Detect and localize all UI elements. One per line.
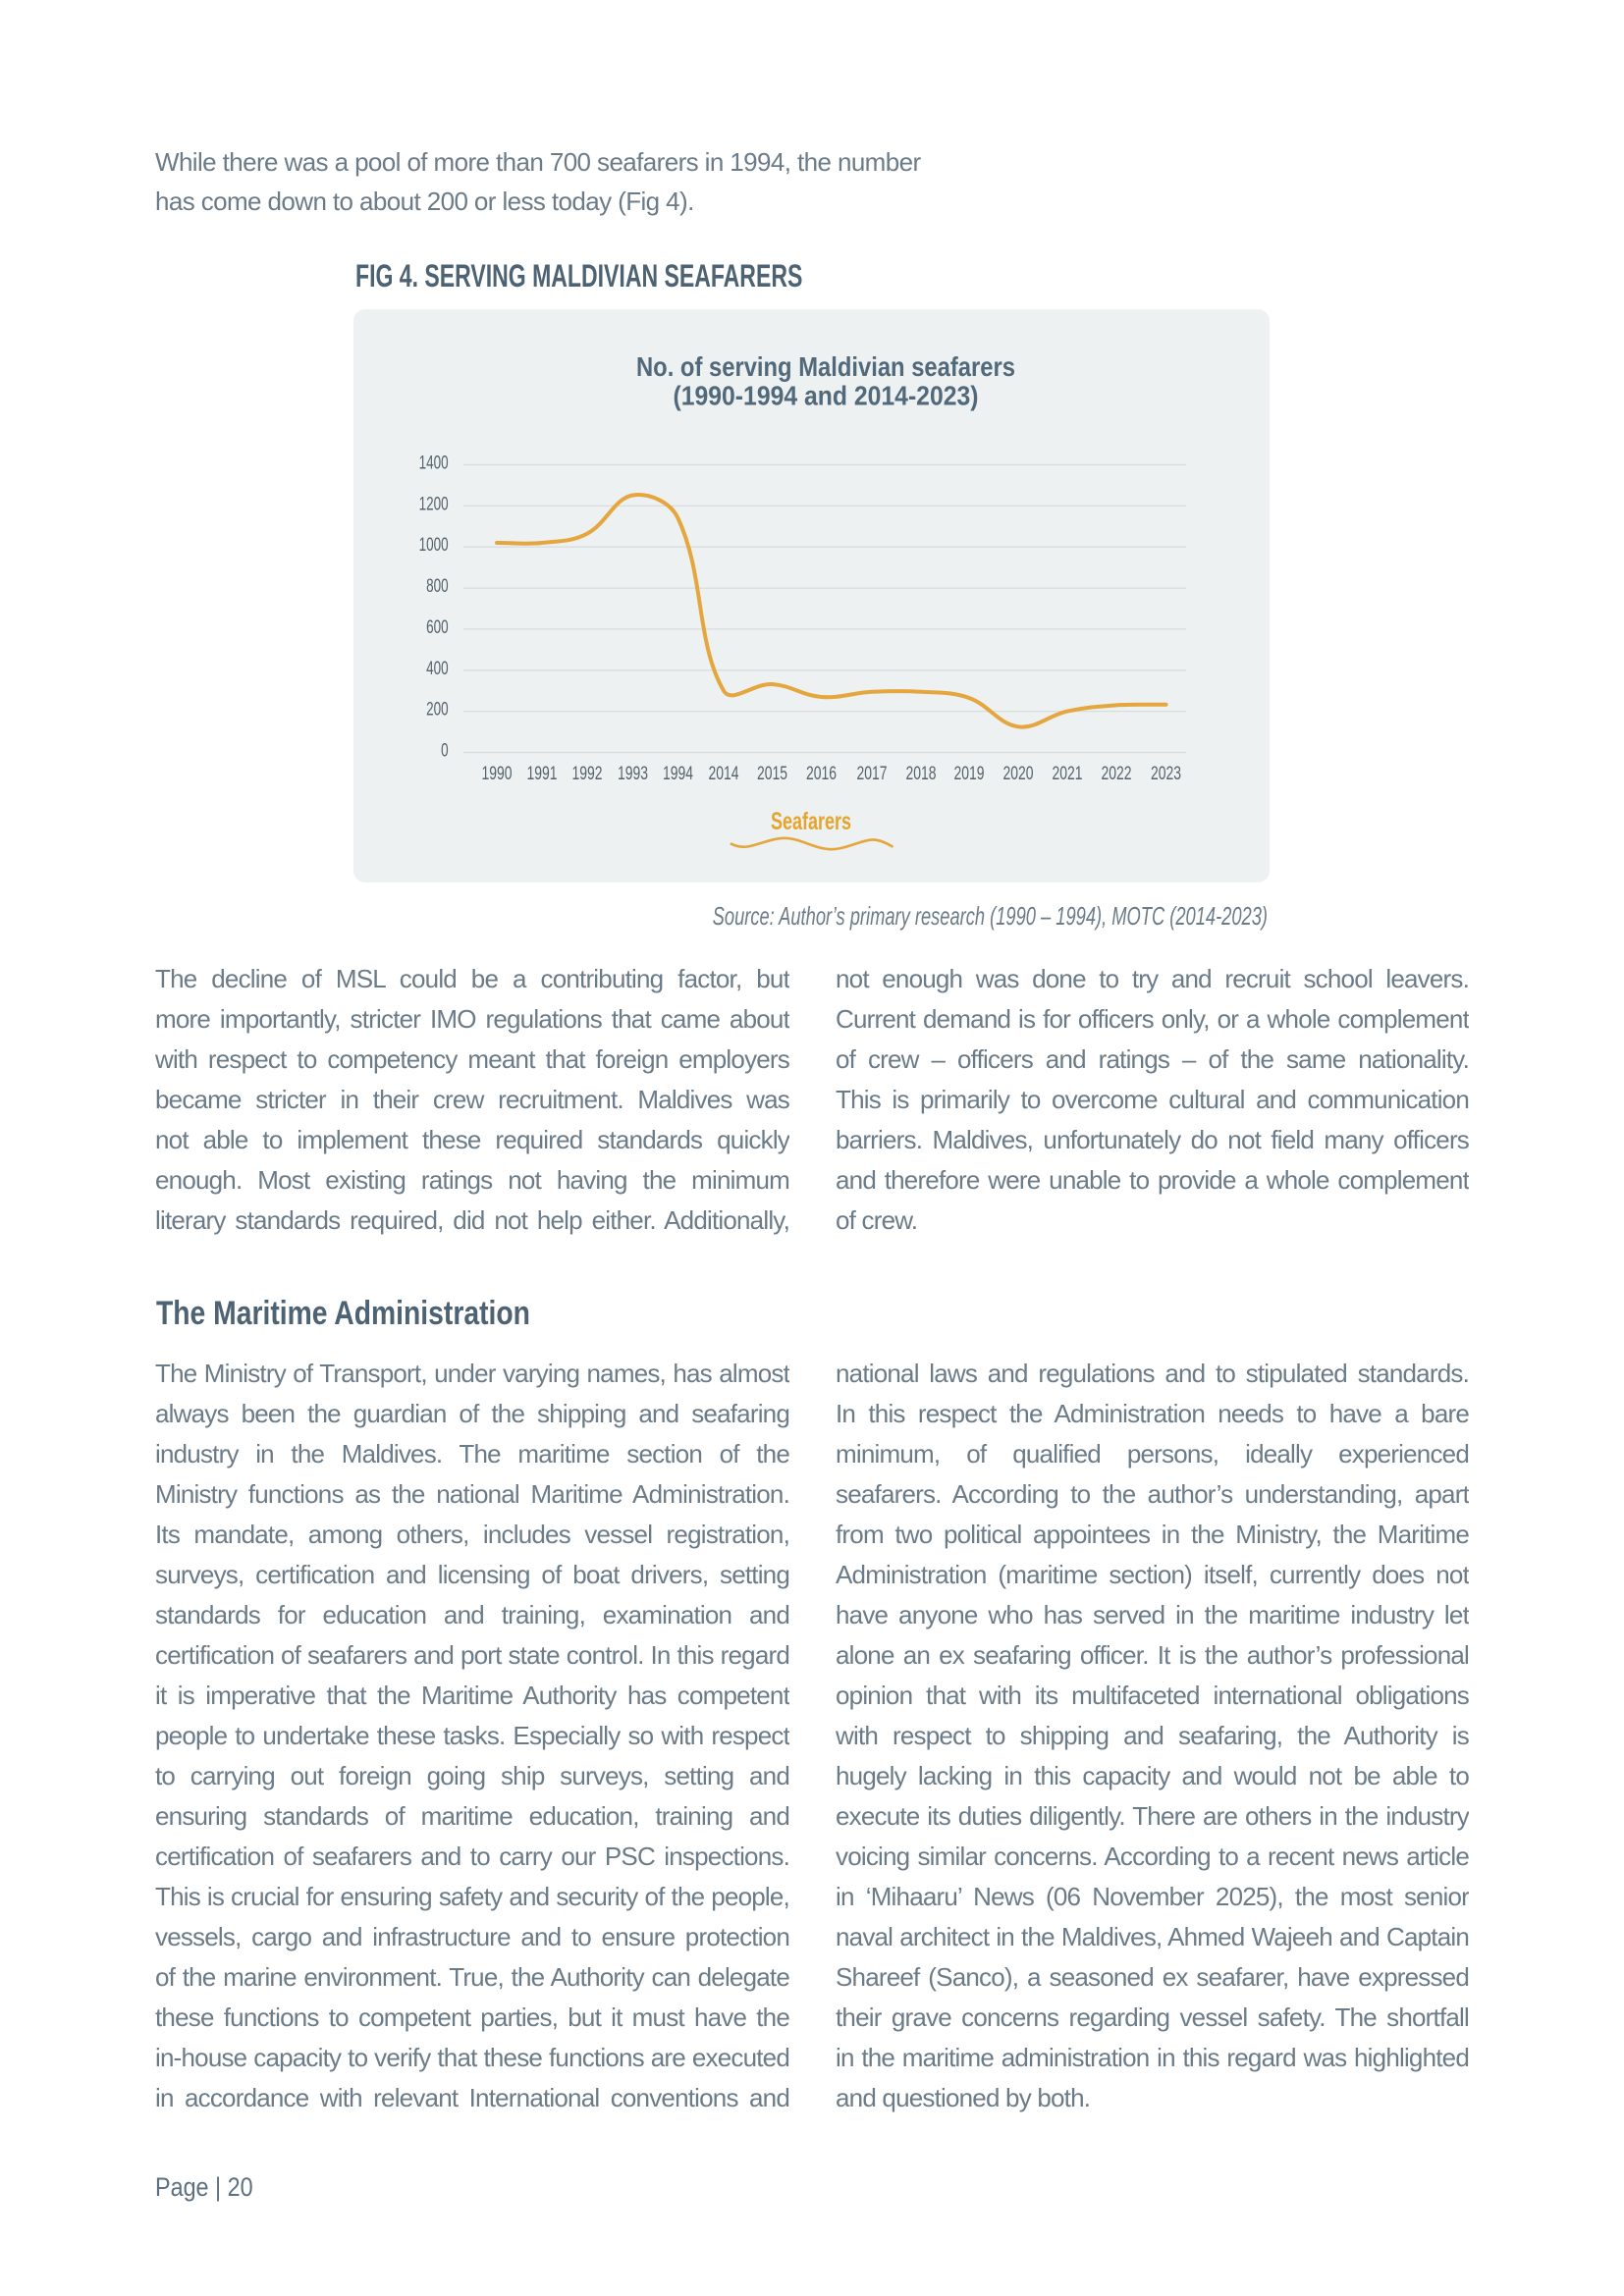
svg-text:1993: 1993 <box>618 763 648 784</box>
svg-text:0: 0 <box>441 740 449 762</box>
svg-text:400: 400 <box>426 658 449 679</box>
svg-text:200: 200 <box>426 699 449 721</box>
svg-text:800: 800 <box>426 575 449 597</box>
svg-text:1400: 1400 <box>419 453 449 474</box>
svg-text:2015: 2015 <box>757 763 787 784</box>
svg-text:2023: 2023 <box>1151 763 1181 784</box>
svg-text:No. of serving Maldivian seafa: No. of serving Maldivian seafarers <box>636 351 1015 382</box>
svg-text:600: 600 <box>426 616 449 638</box>
svg-text:1000: 1000 <box>419 534 449 556</box>
svg-text:2020: 2020 <box>1003 763 1034 784</box>
svg-text:1200: 1200 <box>419 493 449 514</box>
svg-text:2022: 2022 <box>1102 763 1132 784</box>
svg-text:2016: 2016 <box>806 763 837 784</box>
svg-text:2014: 2014 <box>709 763 739 784</box>
svg-text:2019: 2019 <box>954 763 985 784</box>
svg-text:2021: 2021 <box>1053 763 1083 784</box>
svg-text:1992: 1992 <box>572 763 603 784</box>
svg-text:(1990-1994 and 2014-2023): (1990-1994 and 2014-2023) <box>674 380 979 410</box>
svg-text:1991: 1991 <box>527 763 558 784</box>
svg-text:Seafarers: Seafarers <box>771 808 851 835</box>
svg-text:2018: 2018 <box>906 763 937 784</box>
svg-text:1990: 1990 <box>482 763 513 784</box>
svg-text:2017: 2017 <box>857 763 888 784</box>
svg-text:1994: 1994 <box>663 763 693 784</box>
